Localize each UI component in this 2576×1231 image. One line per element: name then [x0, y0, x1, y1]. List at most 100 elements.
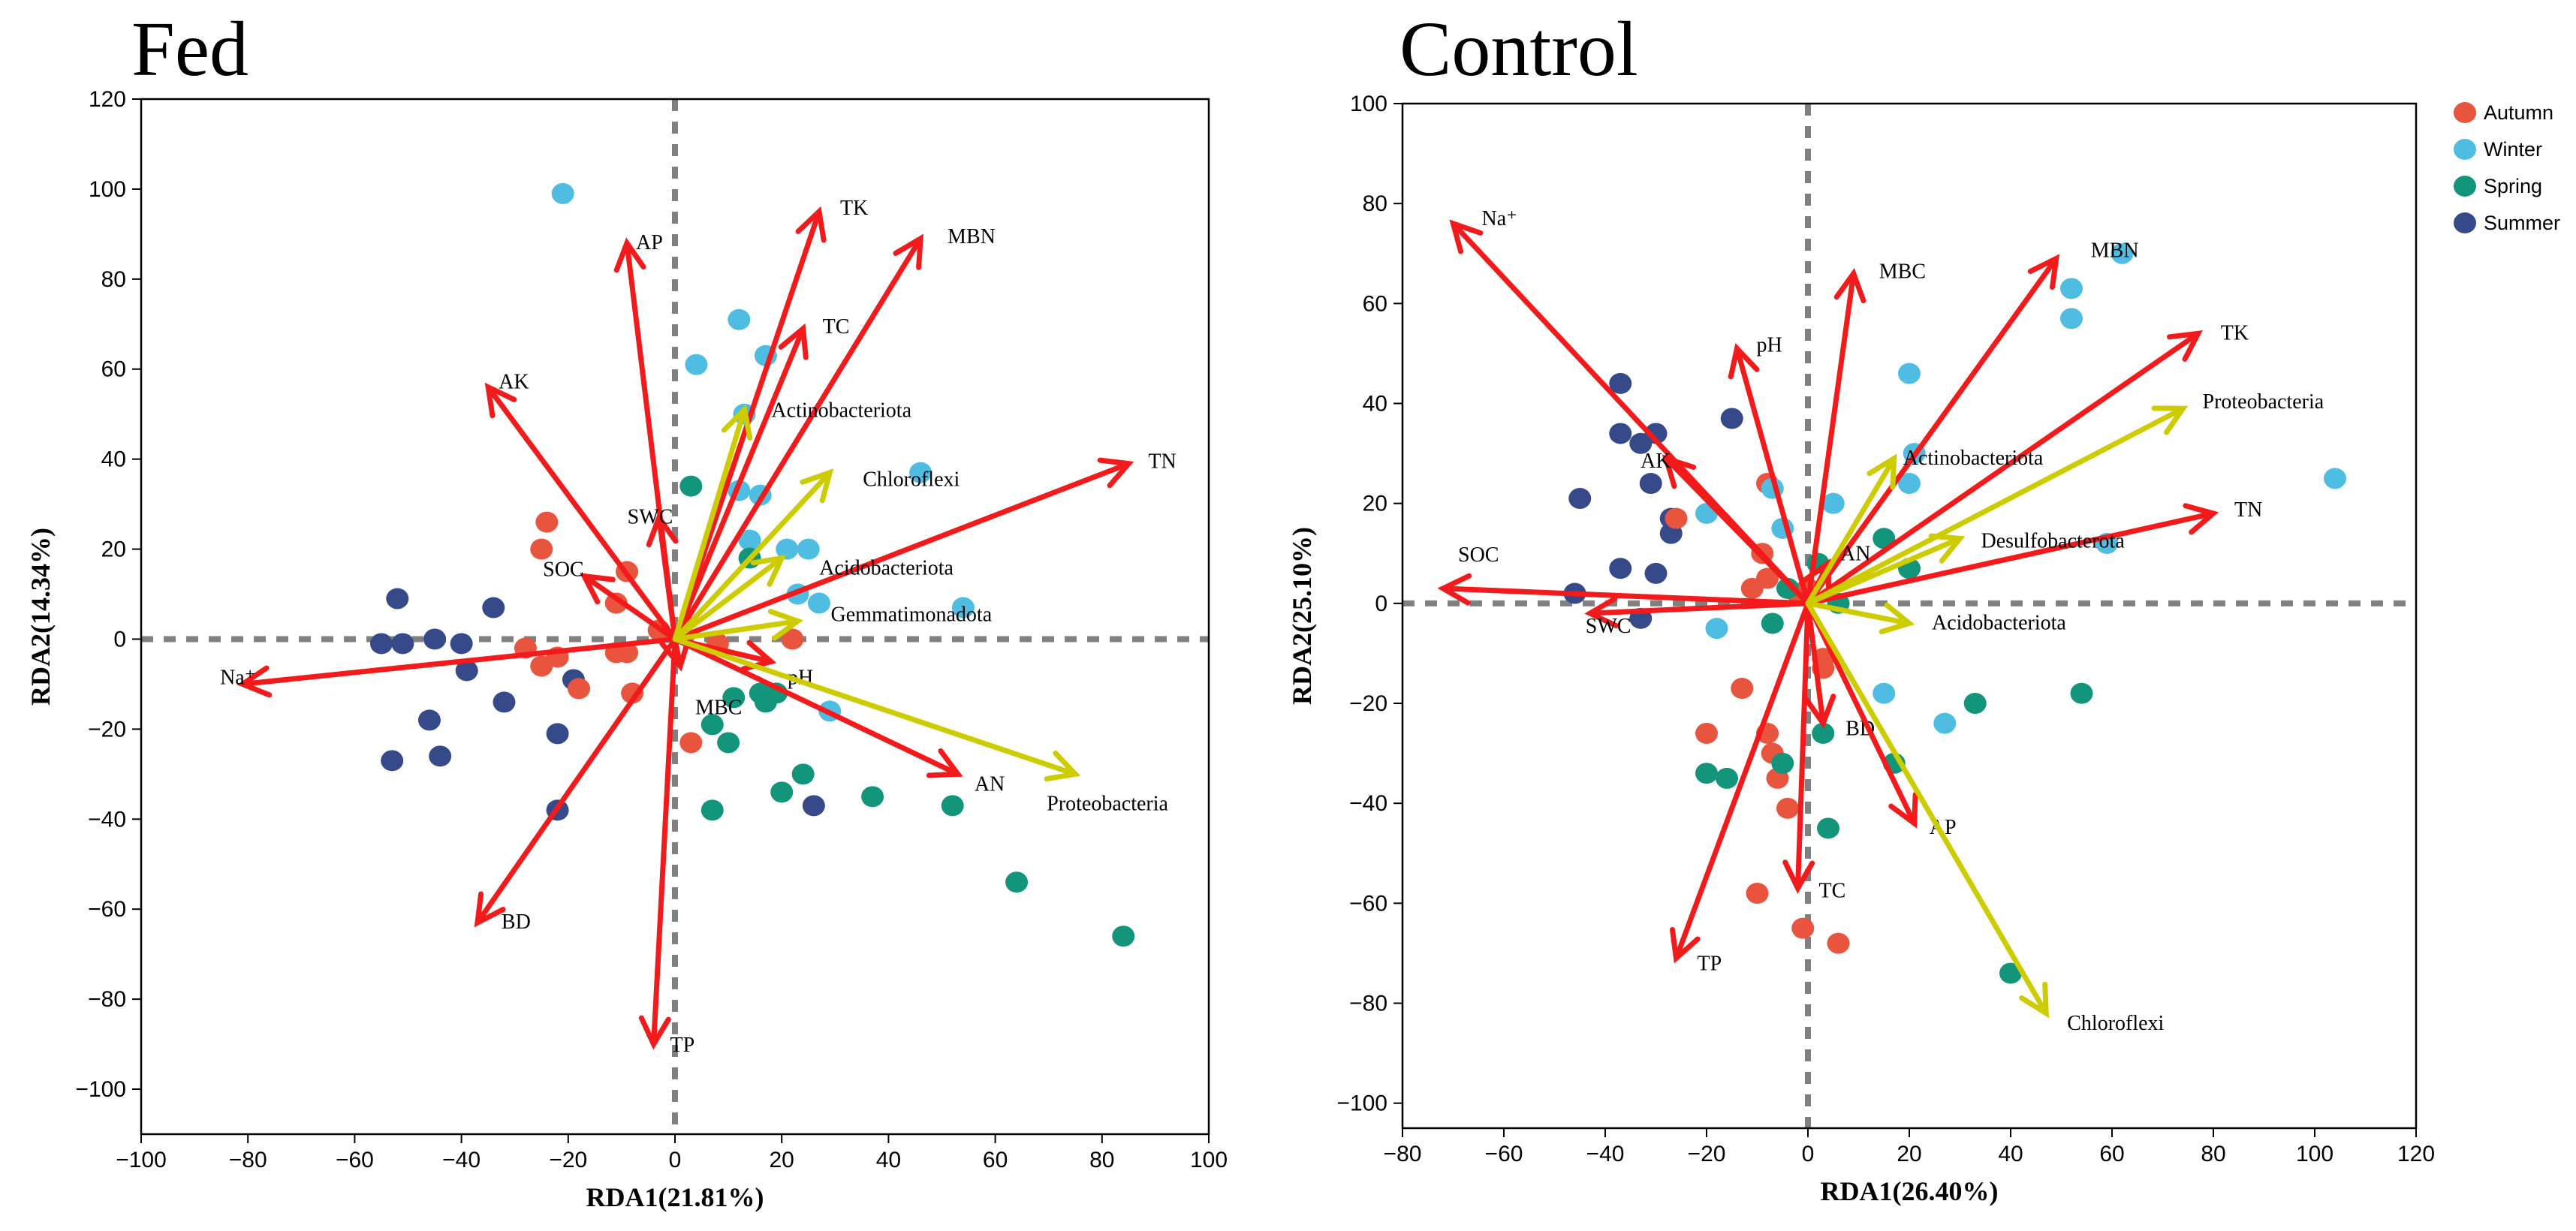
vector-actinobacteriota: Actinobacteriota	[1805, 447, 2044, 606]
point-summer	[1644, 423, 1668, 444]
y-tick-label: −20	[1349, 691, 1387, 716]
x-tick-label: −80	[229, 1148, 267, 1172]
legend-label: Autumn	[2484, 101, 2553, 124]
point-winter	[2324, 468, 2346, 489]
vector-label: Proteobacteria	[2203, 390, 2324, 414]
vector-label: Chloroflexi	[863, 468, 960, 492]
vector-label: Na⁺	[220, 666, 255, 689]
y-tick-label: −40	[88, 807, 126, 832]
point-summer	[1609, 372, 1632, 394]
vector-label: TN	[2234, 498, 2262, 522]
vector-label: MBC	[695, 696, 742, 719]
vector-label: Proteobacteria	[1047, 792, 1168, 815]
point-winter	[1872, 682, 1896, 704]
point-autumn	[1776, 797, 1799, 819]
vector-tc: TC	[672, 315, 849, 642]
y-tick-label: 40	[1363, 392, 1387, 417]
vector-desulfobacterota: Desulfobacterota	[1805, 529, 2125, 606]
x-axis-label: RDA1(21.81%)	[586, 1182, 764, 1212]
vector-shaft	[1805, 536, 1961, 606]
vector-label: MBN	[2091, 239, 2139, 262]
vector-proteobacteria: Proteobacteria	[1805, 390, 2324, 606]
point-spring	[1716, 767, 1738, 789]
point-spring	[754, 691, 777, 713]
y-tick-label: −80	[88, 987, 126, 1012]
point-autumn	[1791, 917, 1815, 939]
point-summer	[429, 745, 452, 767]
vector-label: Na⁺	[1482, 207, 1517, 230]
point-summer	[802, 795, 825, 817]
vector-head	[2167, 330, 2203, 362]
y-tick-label: 0	[113, 627, 126, 652]
point-winter	[1898, 473, 1921, 495]
point-spring	[1771, 752, 1794, 774]
vector-tk: TK	[1805, 321, 2249, 606]
vector-label: SOC	[543, 558, 583, 582]
vector-head	[1928, 533, 1966, 564]
point-spring	[1776, 577, 1799, 599]
vector-head	[795, 206, 827, 243]
point-spring	[791, 763, 815, 785]
vector-shaft	[1674, 600, 1811, 959]
vector-shaft	[656, 517, 678, 642]
point-autumn	[1746, 883, 1769, 904]
vector-label: TK	[2221, 321, 2249, 345]
point-summer	[482, 597, 505, 619]
y-tick-label: 80	[101, 267, 126, 292]
point-spring	[770, 781, 794, 803]
point-spring	[700, 714, 724, 736]
point-summer	[450, 633, 473, 655]
vector-head	[721, 404, 753, 441]
x-tick-label: −80	[1384, 1142, 1422, 1166]
point-spring	[722, 687, 746, 709]
vector-na: Na⁺	[220, 636, 678, 698]
vector-head	[1449, 219, 1484, 254]
panel-fed: Fed −100 −80 −60 −40 −20 0 20 40 60 80 100 −100 −80 −6…	[26, 6, 1228, 1212]
vector-shaft	[487, 386, 678, 642]
vector-shaft	[672, 409, 747, 642]
y-tick-label: −100	[1336, 1091, 1387, 1116]
point-winter	[797, 538, 820, 560]
vectors-layer: Na⁺MBNMBCpHTKAKTNANSOCSWCBDAPTCTPProteob…	[1437, 207, 2324, 1035]
legend-label: Summer	[2484, 212, 2560, 234]
vector-head	[1888, 791, 1918, 829]
point-spring	[2070, 682, 2093, 704]
vector-label: MBN	[948, 225, 996, 248]
vector-bd: BD	[474, 636, 678, 934]
point-summer	[546, 723, 569, 745]
point-spring	[1963, 693, 1987, 715]
y-tick-label: 100	[89, 177, 126, 202]
point-spring	[700, 799, 724, 821]
point-summer	[1644, 562, 1668, 584]
point-winter	[1933, 712, 1957, 734]
vector-shaft	[1805, 272, 1856, 606]
point-spring	[1872, 528, 1896, 549]
vector-shaft	[476, 636, 678, 924]
x-tick-label: 60	[983, 1148, 1008, 1172]
vector-head	[1044, 750, 1081, 782]
y-axis-label: RDA2(14.34%)	[26, 528, 56, 706]
point-winter	[685, 354, 708, 375]
vector-swc: SWC	[628, 506, 679, 642]
x-tick-label: −60	[1485, 1142, 1523, 1166]
point-winter	[2111, 242, 2134, 264]
vector-head	[613, 237, 646, 273]
vector-head	[893, 233, 923, 270]
point-summer	[1609, 423, 1632, 444]
vector-label: Acidobacteriota	[1932, 611, 2066, 634]
vector-label: AN	[1840, 543, 1870, 566]
y-tick-label: 120	[89, 87, 126, 112]
vector-label: pH	[1757, 333, 1782, 357]
x-tick-label: 20	[1897, 1142, 1921, 1166]
vector-head	[1802, 558, 1832, 595]
point-summer	[386, 588, 409, 609]
vector-shaft	[672, 237, 922, 642]
point-autumn	[1756, 567, 1779, 589]
x-tick-label: 80	[2201, 1142, 2225, 1166]
vector-shaft	[672, 636, 1076, 776]
vector-shaft	[1805, 457, 1896, 606]
vector-tp: TP	[1669, 600, 1811, 976]
vector-shaft	[1442, 585, 1811, 606]
legend-item-autumn: Autumn	[2454, 101, 2553, 124]
